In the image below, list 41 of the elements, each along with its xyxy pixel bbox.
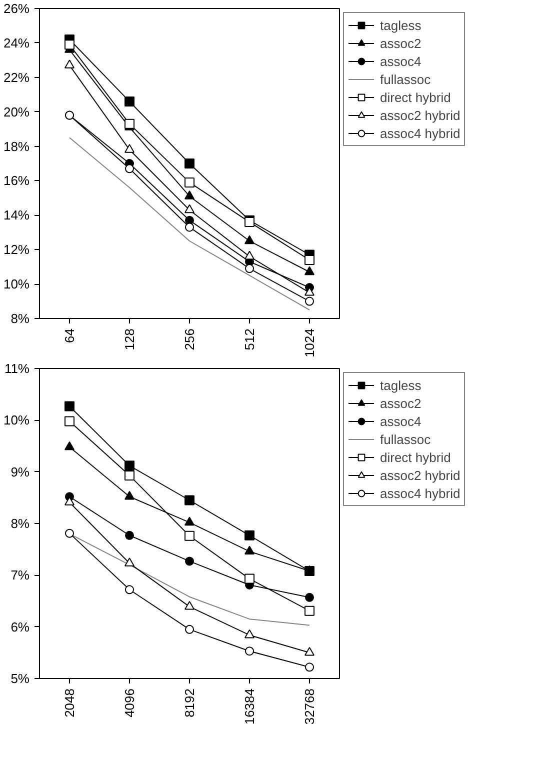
legend-label: assoc4 (380, 53, 422, 69)
legend-label: direct hybrid (380, 89, 451, 105)
legend-label: assoc4 (380, 413, 422, 429)
x-tick-label: 512 (242, 328, 257, 350)
y-tick-label: 12% (3, 242, 30, 258)
y-tick-label: 10% (3, 412, 30, 428)
y-tick-label: 8% (10, 311, 30, 326)
x-tick-label: 256 (182, 328, 197, 350)
x-tick-label: 128 (122, 328, 137, 350)
y-tick-label: 22% (3, 70, 30, 85)
x-tick-label: 2048 (62, 688, 77, 718)
x-tick-label: 4096 (122, 688, 137, 718)
y-tick-label: 18% (3, 138, 30, 154)
legend-label: assoc2 (380, 35, 422, 51)
y-tick-label: 8% (10, 516, 30, 531)
legend-label: fullassoc (380, 71, 431, 87)
y-tick-label: 6% (10, 619, 30, 634)
y-tick-label: 14% (3, 208, 30, 223)
legend-label: assoc4 hybrid (380, 485, 460, 501)
x-tick-label: 32768 (302, 688, 317, 725)
legend-label: direct hybrid (380, 449, 451, 465)
y-tick-label: 16% (3, 173, 30, 188)
y-tick-label: 9% (10, 464, 30, 480)
y-tick-label: 5% (10, 671, 30, 686)
x-tick-label: 1024 (302, 328, 317, 358)
y-tick-label: 24% (3, 35, 30, 50)
legend-label: assoc2 hybrid (380, 467, 460, 483)
legend-label: assoc2 (380, 395, 422, 411)
y-tick-label: 20% (3, 104, 30, 120)
x-tick-label: 8192 (182, 688, 197, 718)
x-tick-label: 64 (62, 328, 77, 343)
y-tick-label: 26% (3, 1, 30, 16)
legend-label: tagless (380, 377, 422, 393)
y-tick-label: 10% (3, 276, 30, 292)
legend-label: assoc4 hybrid (380, 125, 460, 141)
legend-label: fullassoc (380, 431, 431, 447)
legend-label: tagless (380, 17, 422, 33)
y-tick-label: 7% (10, 568, 30, 583)
x-tick-label: 16384 (242, 688, 257, 725)
legend-label: assoc2 hybrid (380, 107, 460, 123)
y-tick-label: 11% (4, 361, 30, 376)
